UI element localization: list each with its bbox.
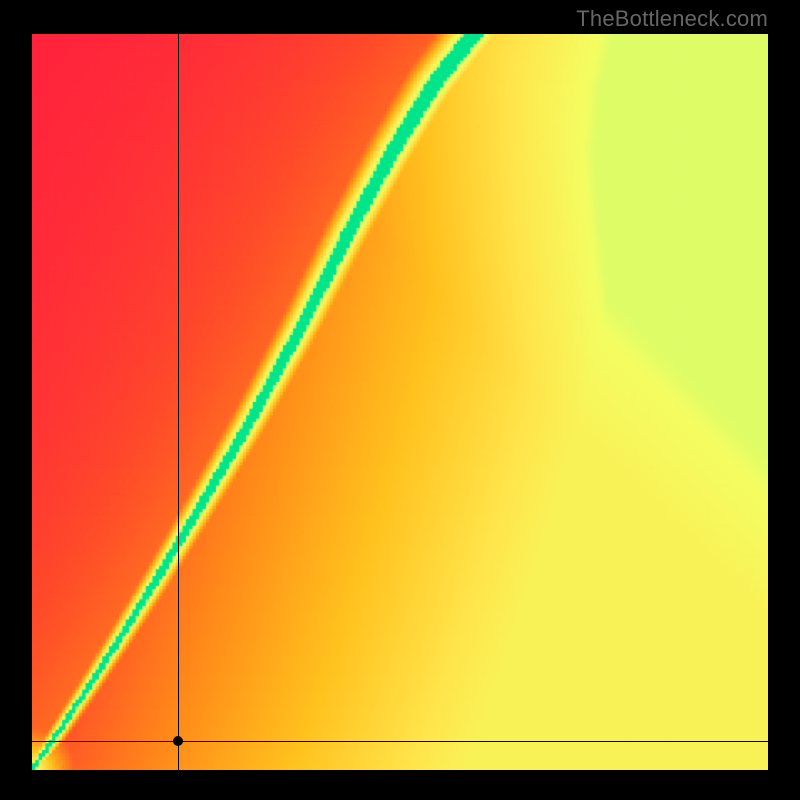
crosshair-vertical: [178, 34, 179, 770]
heatmap-canvas: [32, 34, 768, 770]
crosshair-marker: [173, 736, 183, 746]
crosshair-horizontal: [32, 741, 768, 742]
attribution-text: TheBottleneck.com: [576, 6, 768, 32]
heatmap-plot: [32, 34, 768, 770]
